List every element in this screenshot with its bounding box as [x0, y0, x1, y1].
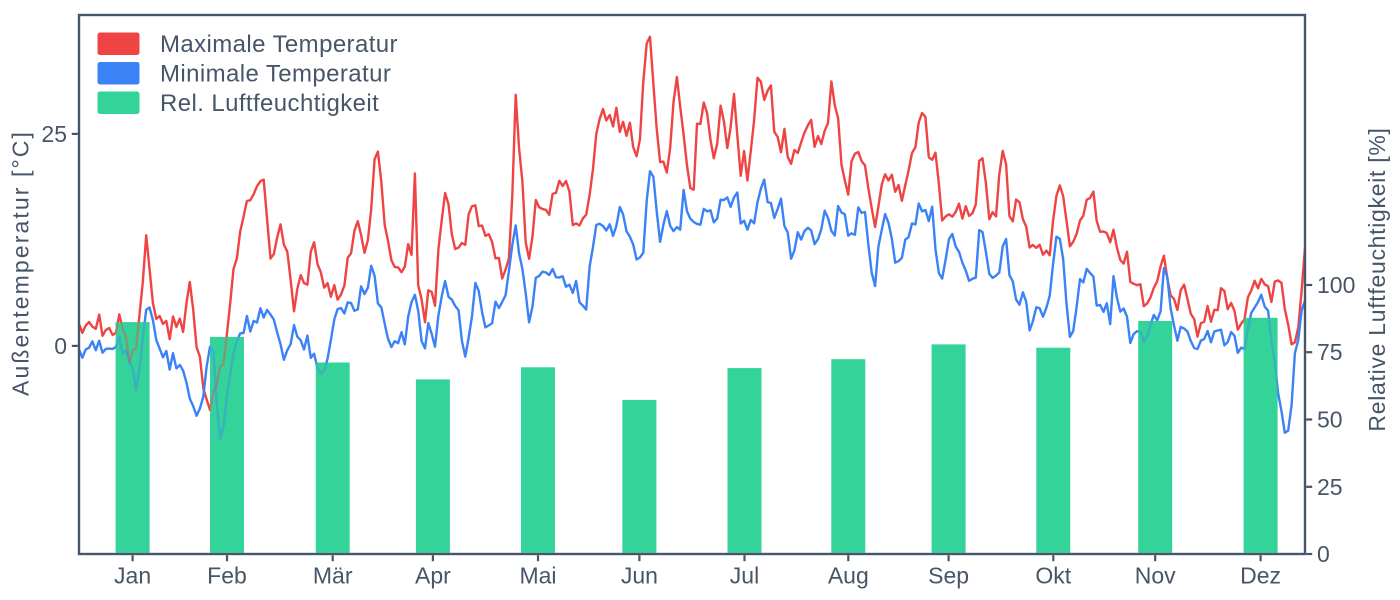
- svg-text:Nov: Nov: [1135, 563, 1176, 589]
- svg-text:Minimale Temperatur: Minimale Temperatur: [160, 61, 391, 88]
- svg-text:Jan: Jan: [114, 563, 151, 589]
- svg-text:Jun: Jun: [621, 563, 658, 589]
- svg-text:25: 25: [1317, 474, 1343, 500]
- svg-text:75: 75: [1317, 339, 1343, 365]
- svg-text:Relative Luftfeuchtigkeit [%]: Relative Luftfeuchtigkeit [%]: [1364, 127, 1390, 431]
- svg-text:Sep: Sep: [928, 563, 969, 589]
- svg-text:0: 0: [54, 333, 67, 359]
- svg-text:Jul: Jul: [730, 563, 759, 589]
- svg-text:Mär: Mär: [313, 563, 353, 589]
- svg-text:0: 0: [1317, 541, 1330, 567]
- svg-text:25: 25: [41, 121, 67, 147]
- svg-text:Maximale Temperatur: Maximale Temperatur: [160, 31, 398, 58]
- svg-text:Apr: Apr: [415, 563, 451, 589]
- svg-text:Okt: Okt: [1035, 563, 1071, 589]
- svg-text:Dez: Dez: [1240, 563, 1281, 589]
- svg-text:50: 50: [1317, 407, 1343, 433]
- svg-text:Aug: Aug: [828, 563, 869, 589]
- svg-text:Mai: Mai: [519, 563, 556, 589]
- svg-text:Feb: Feb: [207, 563, 247, 589]
- svg-text:Rel. Luftfeuchtigkeit: Rel. Luftfeuchtigkeit: [160, 90, 379, 117]
- svg-text:Außentemperatur [°C]: Außentemperatur [°C]: [8, 130, 34, 396]
- svg-text:100: 100: [1317, 272, 1355, 298]
